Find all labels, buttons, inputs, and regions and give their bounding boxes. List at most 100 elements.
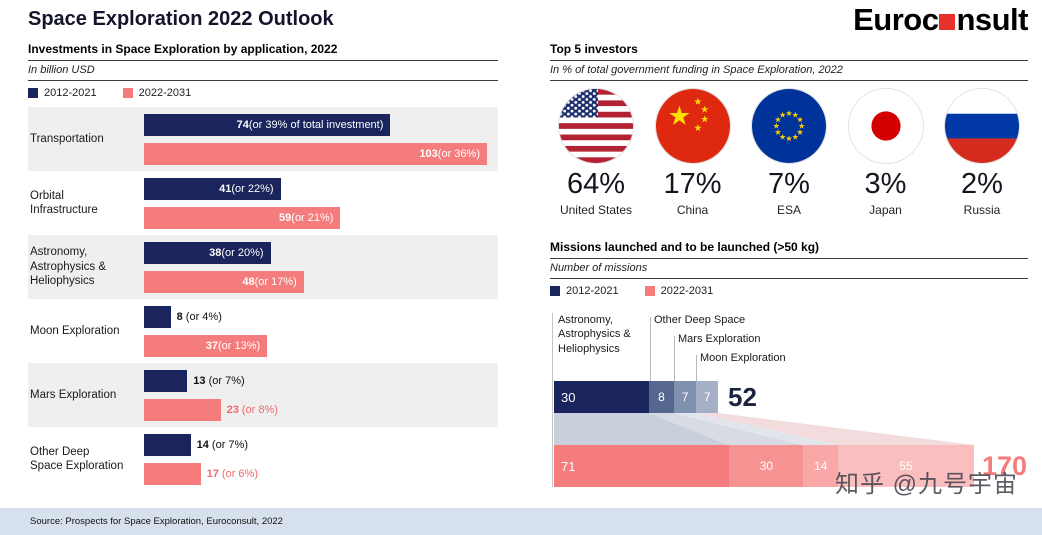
table-row: Astronomy, Astrophysics & Heliophysics 3…: [28, 235, 498, 299]
bar-value: 74: [236, 118, 249, 131]
russia-flag-icon: [944, 88, 1020, 164]
investor-esa: 7% ESA: [743, 88, 835, 217]
legend-label: 2012-2021: [44, 87, 97, 99]
table-row: Mars Exploration 13 (or 7%) 23 (or 8%): [28, 363, 498, 427]
china-flag-icon: [654, 88, 731, 164]
logo-text-left: Euroc: [853, 2, 939, 37]
funnel-connector: [554, 413, 974, 445]
legend-label: 2012-2021: [566, 285, 619, 297]
bar-value: 38: [209, 246, 222, 259]
investor-percent: 2%: [961, 168, 1003, 200]
zhihu-watermark: 知乎 @九号宇宙: [834, 471, 1018, 498]
leader-line: [674, 336, 675, 381]
bar-value: 23: [226, 403, 239, 416]
segment-value: 55: [899, 459, 913, 473]
bar-share: (or 7%): [208, 438, 248, 451]
source-footer: Source: Prospects for Space Exploration,…: [0, 508, 1042, 535]
table-row: Orbital Infrastructure 41 (or 22%) 59 (o…: [28, 171, 498, 235]
bar-2012-2021: [144, 305, 171, 328]
investor-japan: 3% Japan: [840, 88, 932, 217]
legend-swatch-pink: [122, 88, 133, 98]
investor-percent: 3%: [864, 168, 907, 200]
investments-title: Investments in Space Exploration by appl…: [28, 42, 498, 61]
legend-swatch-navy: [550, 286, 560, 296]
missions-label-astronomy: Astronomy, Astrophysics & Heliophysics: [558, 314, 631, 355]
bar-share: (or 17%): [254, 275, 297, 288]
investor-percent: 7%: [768, 168, 810, 200]
bar-share: (or 36%): [437, 147, 480, 160]
investor-united-states: 64% United States: [550, 88, 642, 217]
euroconsult-logo: Euroc nsult: [853, 2, 1028, 38]
bar-value: 37: [205, 339, 219, 352]
bar-2012-2021: 74 (or 39% of total investment): [144, 113, 391, 136]
investor-country: Japan: [869, 203, 902, 217]
bar-2022-2031: 48 (or 17%): [144, 270, 304, 293]
bar-2012-2021: [144, 369, 188, 392]
source-text: Source: Prospects for Space Exploration,…: [30, 516, 283, 527]
investments-section: Investments in Space Exploration by appl…: [28, 42, 498, 491]
missions-legend: 2012-2021 2022-2031: [550, 285, 1028, 297]
investors-flags-row: 64% United States 17% China: [550, 88, 1028, 217]
bar-2012-2021: [144, 433, 191, 456]
eu-flag-icon: [751, 88, 827, 164]
missions-axis-line: [552, 313, 553, 487]
investor-percent: 64%: [566, 168, 626, 200]
bar-share: (or 4%): [182, 310, 222, 323]
bar-value: 17: [206, 467, 219, 480]
bar-2022-2031: 59 (or 21%): [144, 206, 341, 229]
row-label: Astronomy, Astrophysics & Heliophysics: [30, 246, 107, 288]
bar-outside-label: 23 (or 8%): [227, 404, 278, 416]
legend-item-2012-2021: 2012-2021: [28, 87, 97, 99]
segment-value: 7: [703, 390, 711, 404]
legend-item-2012-2021: 2012-2021: [550, 285, 619, 297]
bar-2022-2031: [144, 398, 221, 421]
investor-country: China: [676, 203, 709, 217]
row-label: Moon Exploration: [30, 324, 120, 337]
japan-flag-icon: [847, 88, 924, 164]
investor-percent: 17%: [663, 168, 722, 200]
investments-rows: Transportation 74 (or 39% of total inves…: [28, 107, 498, 491]
investor-russia: 2% Russia: [936, 88, 1028, 217]
segment-value: 8: [658, 390, 665, 404]
segment-mars: 14: [803, 445, 839, 487]
bar-2022-2031: 37 (or 13%): [144, 334, 268, 357]
bar-value: 41: [219, 182, 232, 195]
missions-label-mars: Mars Exploration: [678, 333, 761, 345]
segment-moon: 7: [696, 381, 719, 413]
bar-value: 13: [193, 374, 206, 387]
bar-outside-label: 14 (or 7%): [197, 439, 248, 451]
bar-share: (or 8%): [238, 403, 278, 416]
row-label: Other Deep Space Exploration: [30, 445, 124, 472]
logo-text-right: nsult: [956, 2, 1028, 37]
table-row: Transportation 74 (or 39% of total inves…: [28, 107, 498, 171]
bar-share: (or 21%): [291, 211, 334, 224]
bar-value: 103: [419, 147, 438, 160]
investments-legend: 2012-2021 2022-2031: [28, 87, 498, 99]
legend-swatch-pink: [644, 286, 655, 296]
missions-bar-2022-2031: 71 30 14 55: [554, 445, 974, 487]
bar-2012-2021: 38 (or 20%): [144, 241, 271, 264]
missions-label-other-deep-space: Other Deep Space: [654, 314, 746, 326]
row-label: Transportation: [30, 132, 104, 145]
leader-line: [650, 317, 651, 381]
logo-red-square-icon: [939, 14, 956, 30]
bar-value: 59: [279, 211, 292, 224]
bar-value: 48: [242, 275, 255, 288]
investors-subtitle: In % of total government funding in Spac…: [550, 61, 1028, 81]
bar-share: (or 39% of total investment): [248, 118, 384, 131]
segment-other-deep-space: 30: [729, 445, 804, 487]
segment-other-deep-space: 8: [648, 381, 675, 413]
segment-astronomy: 30: [554, 381, 649, 413]
legend-swatch-navy: [28, 88, 38, 98]
investor-country: United States: [559, 203, 633, 217]
segment-value: 14: [814, 459, 828, 473]
bar-outside-label: 8 (or 4%): [177, 311, 222, 323]
table-row: Moon Exploration 8 (or 4%) 37 (or 13%): [28, 299, 498, 363]
missions-total-2022-2031: 170: [982, 451, 1028, 481]
leader-line: [696, 355, 697, 381]
us-flag-icon: [558, 88, 634, 164]
bar-value: 14: [196, 438, 209, 451]
legend-label: 2022-2031: [660, 285, 714, 297]
row-label: Orbital Infrastructure: [30, 189, 98, 216]
